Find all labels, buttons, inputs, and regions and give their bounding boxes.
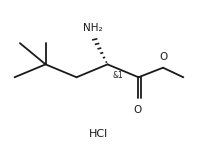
Text: O: O bbox=[133, 104, 141, 115]
Text: HCl: HCl bbox=[89, 129, 109, 139]
Text: NH₂: NH₂ bbox=[83, 23, 102, 33]
Text: O: O bbox=[159, 52, 167, 62]
Text: &1: &1 bbox=[112, 71, 123, 80]
